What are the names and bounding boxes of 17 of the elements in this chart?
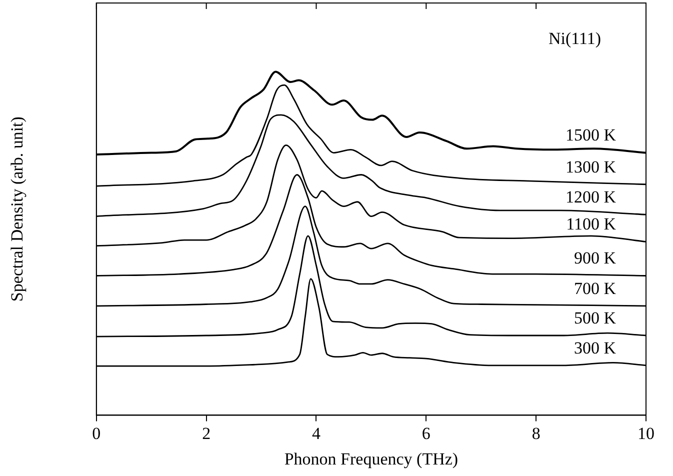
x-tick-label: 10 [638,424,654,443]
y-axis-title: Spectral Density (arb. unit) [8,116,27,302]
series-label: 1300 K [565,157,617,176]
x-tick-label: 4 [312,424,321,443]
series-label: 700 K [574,278,617,298]
x-tick-label: 2 [202,424,211,443]
series-label: 300 K [574,338,617,358]
series-label: 1200 K [565,188,617,207]
x-tick-label: 0 [92,424,101,443]
x-axis-title: Phonon Frequency (THz) [284,449,458,468]
x-tick-label: 8 [532,424,540,443]
series-label: 900 K [574,248,617,268]
series-label: 1100 K [566,214,617,234]
x-tick-label: 6 [422,424,430,443]
text: Ni(111) [548,28,601,48]
series-label: 1500 K [565,126,617,145]
series-label: 500 K [574,308,617,328]
